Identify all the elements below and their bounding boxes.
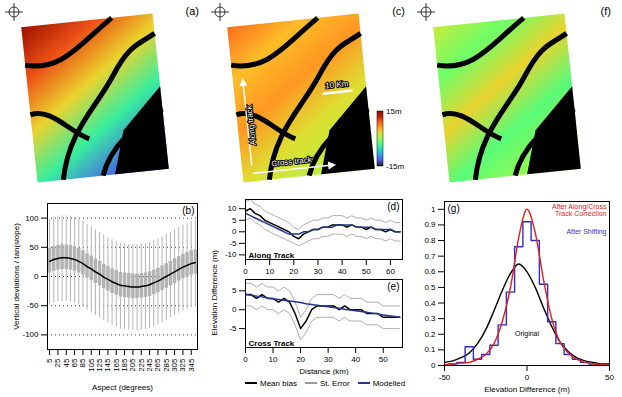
svg-text:Vertical deviations / tan(slop: Vertical deviations / tan(slope) — [12, 223, 21, 330]
svg-text:10: 10 — [265, 267, 274, 275]
svg-text:85: 85 — [78, 358, 88, 368]
svg-text:(f): (f) — [601, 5, 611, 17]
svg-text:50: 50 — [379, 355, 388, 364]
svg-text:20: 20 — [289, 267, 298, 275]
svg-text:Elevation Difference (m): Elevation Difference (m) — [484, 385, 570, 394]
svg-text:10: 10 — [228, 204, 237, 213]
html-text:Modelled: Modelled — [372, 378, 406, 388]
svg-text:0: 0 — [525, 373, 530, 382]
svg-text:0: 0 — [232, 227, 237, 236]
svg-text:-50: -50 — [439, 373, 451, 382]
svg-text:0: 0 — [243, 267, 248, 275]
svg-text:125: 125 — [95, 358, 105, 372]
svg-text:205: 205 — [128, 358, 138, 372]
svg-text:Cross Track: Cross Track — [249, 339, 295, 348]
svg-text:5: 5 — [45, 358, 55, 363]
svg-text:10: 10 — [269, 355, 278, 364]
svg-text:-50: -50 — [27, 301, 39, 310]
svg-text:Distance (km): Distance (km) — [299, 367, 349, 376]
svg-text:245: 245 — [145, 358, 155, 372]
svg-text:65: 65 — [70, 358, 80, 368]
svg-text:Original: Original — [515, 330, 540, 338]
svg-text:-100: -100 — [22, 330, 39, 339]
svg-text:345: 345 — [187, 358, 196, 372]
svg-text:Cross track: Cross track — [271, 155, 313, 168]
svg-text:225: 225 — [136, 358, 146, 372]
svg-text:After Along/CrossTrack Correct: After Along/CrossTrack Correction — [552, 203, 607, 217]
svg-text:60: 60 — [386, 267, 395, 275]
svg-text:0: 0 — [243, 355, 248, 364]
svg-text:(d): (d) — [387, 201, 399, 212]
svg-text:40: 40 — [338, 267, 347, 275]
svg-text:0.1: 0.1 — [424, 345, 436, 354]
svg-text:10 Km: 10 Km — [325, 79, 349, 90]
svg-text:0.8: 0.8 — [424, 236, 436, 245]
svg-text:20: 20 — [296, 355, 305, 364]
svg-text:0: 0 — [431, 361, 436, 370]
svg-text:145: 145 — [103, 358, 113, 372]
svg-text:Along track: Along track — [244, 104, 257, 146]
svg-text:Aspect (degrees): Aspect (degrees) — [92, 383, 153, 392]
svg-text:40: 40 — [351, 355, 360, 364]
svg-text:(c): (c) — [392, 5, 405, 17]
svg-text:100: 100 — [25, 214, 39, 223]
html-text:Mean bias: Mean bias — [260, 378, 297, 388]
svg-text:0: 0 — [34, 272, 39, 281]
svg-text:(g): (g) — [448, 203, 460, 214]
svg-text:0.2: 0.2 — [424, 330, 436, 339]
svg-text:-10: -10 — [225, 250, 237, 259]
svg-text:265: 265 — [153, 358, 163, 372]
svg-text:50: 50 — [605, 373, 614, 382]
svg-text:0: 0 — [232, 305, 237, 314]
svg-text:-5: -5 — [229, 239, 237, 248]
svg-text:0.7: 0.7 — [424, 252, 436, 261]
svg-text:0.9: 0.9 — [424, 220, 436, 229]
svg-text:30: 30 — [314, 267, 323, 275]
html-text:Elevation Difference (m): Elevation Difference (m) — [209, 250, 219, 336]
svg-text:0.3: 0.3 — [424, 314, 436, 323]
svg-text:50: 50 — [362, 267, 371, 275]
svg-text:30: 30 — [324, 355, 333, 364]
svg-text:0.5: 0.5 — [424, 283, 436, 292]
svg-text:15m: 15m — [386, 107, 402, 116]
svg-text:1: 1 — [431, 205, 436, 214]
html-text:St. Error: St. Error — [319, 378, 350, 388]
svg-text:-5: -5 — [229, 324, 237, 333]
svg-text:185: 185 — [120, 358, 130, 372]
svg-text:45: 45 — [61, 358, 71, 368]
svg-text:0.4: 0.4 — [424, 299, 436, 308]
svg-text:0.6: 0.6 — [424, 267, 436, 276]
svg-text:105: 105 — [86, 358, 96, 372]
svg-text:25: 25 — [53, 358, 63, 368]
svg-text:(a): (a) — [186, 5, 199, 17]
svg-text:50: 50 — [30, 243, 39, 252]
svg-text:Along Track: Along Track — [249, 251, 295, 260]
svg-text:(e): (e) — [387, 281, 399, 292]
svg-text:-15m: -15m — [386, 162, 405, 171]
svg-text:After Shifting: After Shifting — [566, 228, 606, 236]
svg-text:165: 165 — [111, 358, 121, 372]
svg-text:5: 5 — [232, 286, 237, 295]
svg-text:5: 5 — [232, 216, 237, 225]
svg-text:325: 325 — [178, 358, 188, 372]
svg-text:285: 285 — [161, 358, 171, 372]
svg-text:305: 305 — [170, 358, 180, 372]
svg-text:(b): (b) — [182, 205, 194, 216]
